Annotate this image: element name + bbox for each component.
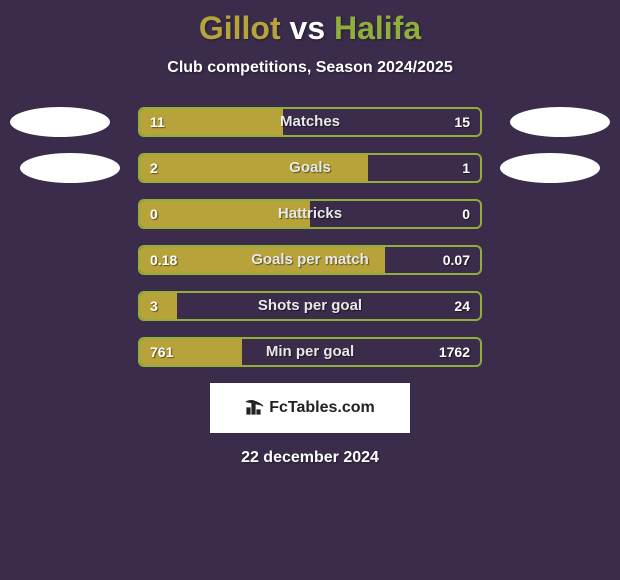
stat-value-right: 1762 xyxy=(439,339,470,365)
comparison-card: Gillot vs Halifa Club competitions, Seas… xyxy=(0,0,620,467)
stat-value-left: 0 xyxy=(150,201,158,227)
stat-row: Min per goal761 1762 xyxy=(0,337,620,367)
stat-value-right: 0 xyxy=(462,201,470,227)
stat-value-right: 24 xyxy=(454,293,470,319)
stat-value-right: 15 xyxy=(454,109,470,135)
stat-value-right: 1 xyxy=(462,155,470,181)
chart-icon xyxy=(245,400,265,416)
subtitle: Club competitions, Season 2024/2025 xyxy=(0,59,620,77)
stat-bar: Goals per match0.18 0.07 xyxy=(138,245,482,275)
stat-label: Goals per match xyxy=(140,247,480,273)
stat-row: Shots per goal3 24 xyxy=(0,291,620,321)
stat-label: Hattricks xyxy=(140,201,480,227)
stat-rows: Matches11 15 Goals2 1 Hattricks0 0 Goals per m… xyxy=(0,107,620,367)
stat-value-left: 3 xyxy=(150,293,158,319)
player1-avatar xyxy=(10,107,110,137)
player2-avatar xyxy=(510,107,610,137)
stat-row: Matches11 15 xyxy=(0,107,620,137)
brand-text: FcTables.com xyxy=(269,399,375,417)
stat-row: Goals2 1 xyxy=(0,153,620,183)
stat-value-left: 11 xyxy=(150,109,165,135)
player2-avatar xyxy=(500,153,600,183)
title-player1: Gillot xyxy=(199,10,281,46)
stat-value-left: 0.18 xyxy=(150,247,177,273)
stat-row: Goals per match0.18 0.07 xyxy=(0,245,620,275)
stat-bar: Shots per goal3 24 xyxy=(138,291,482,321)
stat-bar: Matches11 15 xyxy=(138,107,482,137)
stat-label: Goals xyxy=(140,155,480,181)
stat-value-left: 2 xyxy=(150,155,158,181)
page-title: Gillot vs Halifa xyxy=(0,10,620,47)
stat-label: Min per goal xyxy=(140,339,480,365)
brand-box[interactable]: FcTables.com xyxy=(210,383,410,433)
date-label: 22 december 2024 xyxy=(0,449,620,467)
stat-value-right: 0.07 xyxy=(443,247,470,273)
stat-label: Shots per goal xyxy=(140,293,480,319)
stat-bar: Min per goal761 1762 xyxy=(138,337,482,367)
title-player2: Halifa xyxy=(334,10,421,46)
stat-label: Matches xyxy=(140,109,480,135)
stat-row: Hattricks0 0 xyxy=(0,199,620,229)
player1-avatar xyxy=(20,153,120,183)
title-vs: vs xyxy=(290,10,326,46)
stat-value-left: 761 xyxy=(150,339,173,365)
stat-bar: Hattricks0 0 xyxy=(138,199,482,229)
stat-bar: Goals2 1 xyxy=(138,153,482,183)
brand-label: FcTables.com xyxy=(245,399,375,417)
